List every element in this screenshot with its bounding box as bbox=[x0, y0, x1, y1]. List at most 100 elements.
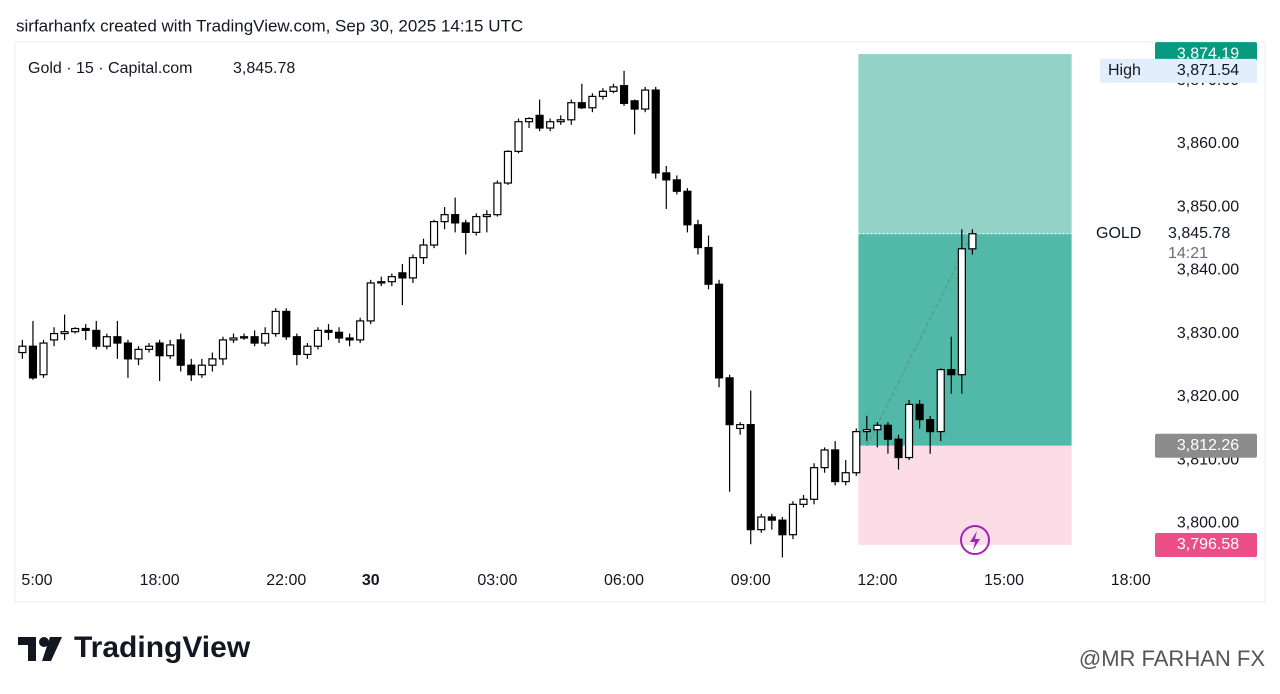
candle-body bbox=[788, 503, 798, 536]
brand: TradingView bbox=[74, 631, 251, 664]
x-tick-label: 12:00 bbox=[857, 572, 897, 589]
tag-label: 3,796.58 bbox=[1177, 536, 1239, 553]
target-zone bbox=[858, 54, 1072, 234]
candle-body bbox=[767, 516, 776, 521]
x-tick-label: 03:00 bbox=[477, 572, 517, 589]
candle-body bbox=[968, 233, 977, 250]
candle-body bbox=[894, 438, 903, 459]
candle-body bbox=[155, 342, 164, 357]
alert-bolt bbox=[970, 531, 980, 550]
candle-body bbox=[746, 424, 755, 531]
candle-body bbox=[71, 327, 80, 333]
candle-body bbox=[429, 221, 439, 246]
candle-body bbox=[144, 345, 154, 350]
candle-body bbox=[514, 121, 523, 153]
price-tag bbox=[1155, 532, 1257, 557]
candle-body bbox=[461, 222, 470, 233]
candle-body bbox=[630, 100, 639, 110]
y-tick-label: 3,820.00 bbox=[1177, 388, 1239, 405]
candle-body bbox=[250, 336, 259, 344]
candle-body bbox=[567, 102, 576, 121]
tag-caption: GOLD bbox=[1096, 225, 1141, 242]
candle-body bbox=[166, 344, 175, 357]
candle-body bbox=[419, 244, 428, 259]
candle-body bbox=[852, 431, 861, 474]
alert-icon bbox=[960, 525, 990, 555]
candle-body bbox=[725, 377, 734, 426]
candle-body bbox=[239, 336, 249, 339]
candle-body bbox=[915, 403, 924, 421]
candle-body bbox=[324, 329, 333, 333]
tag-label: 3,874.19 bbox=[1177, 45, 1239, 62]
watermark: @MR FARHAN FX bbox=[1079, 646, 1265, 671]
candle-body bbox=[493, 182, 502, 216]
candle-body bbox=[936, 369, 945, 433]
candle-body bbox=[356, 320, 365, 341]
candle-body bbox=[113, 336, 122, 344]
candle-body bbox=[831, 449, 840, 483]
credit: sirfarhanfx created with TradingView.com… bbox=[16, 16, 523, 35]
candle-body bbox=[334, 331, 344, 339]
price-tag bbox=[1157, 221, 1257, 260]
candle-body bbox=[820, 449, 829, 469]
candle-body bbox=[577, 102, 586, 109]
candle-body bbox=[366, 282, 375, 322]
x-tick-label: 30 bbox=[362, 572, 380, 589]
candle-body bbox=[176, 339, 185, 366]
x-tick-label: 22:00 bbox=[266, 572, 306, 589]
candle-body bbox=[503, 150, 513, 184]
candle-body bbox=[18, 345, 27, 354]
candle-body bbox=[799, 498, 808, 505]
price-tag bbox=[1100, 58, 1257, 83]
candle-body bbox=[651, 89, 660, 174]
candle-body bbox=[609, 86, 618, 92]
candle-body bbox=[926, 418, 935, 433]
candle-body bbox=[60, 331, 69, 335]
y-tick-label: 3,860.00 bbox=[1177, 135, 1239, 152]
candle-body bbox=[377, 281, 386, 284]
candle-body bbox=[39, 342, 48, 376]
candle-body bbox=[398, 272, 407, 279]
price-tag bbox=[1155, 433, 1257, 458]
candle-body bbox=[546, 121, 555, 129]
candle-body bbox=[102, 336, 111, 347]
x-tick-label: 09:00 bbox=[731, 572, 771, 589]
candle-body bbox=[387, 276, 396, 283]
candle-body bbox=[662, 172, 671, 181]
candle-body bbox=[187, 364, 196, 376]
candle-body bbox=[81, 327, 90, 332]
y-tick-label: 3,850.00 bbox=[1177, 198, 1239, 215]
x-tick-label: 15:00 bbox=[984, 572, 1024, 589]
x-tick-label: 18:00 bbox=[1111, 572, 1151, 589]
candle-body bbox=[229, 337, 238, 341]
candle-body bbox=[303, 345, 312, 356]
candle-body bbox=[672, 179, 681, 192]
candle-body bbox=[957, 248, 966, 376]
candle-body bbox=[524, 117, 534, 123]
candle-body bbox=[947, 369, 956, 376]
x-tick-label: 5:00 bbox=[21, 572, 52, 589]
y-tick-label: 3,840.00 bbox=[1177, 262, 1239, 279]
candle-body bbox=[49, 332, 59, 341]
candle-body bbox=[873, 424, 882, 431]
candle-body bbox=[472, 215, 481, 233]
candle-body bbox=[841, 472, 850, 483]
candle-body bbox=[862, 429, 871, 433]
candle-body bbox=[440, 214, 449, 223]
y-tick-label: 3,830.00 bbox=[1177, 325, 1239, 342]
candle-body bbox=[556, 119, 565, 123]
tag-label: 3,812.26 bbox=[1177, 437, 1239, 454]
candle-body bbox=[482, 214, 491, 218]
candle-body bbox=[778, 519, 787, 536]
candle-body bbox=[904, 403, 914, 459]
candle-body bbox=[736, 424, 745, 430]
candle-body bbox=[693, 224, 703, 249]
candle-body bbox=[292, 336, 301, 356]
countdown: 14:21 bbox=[1168, 245, 1208, 262]
logo bbox=[18, 637, 62, 661]
candle-body bbox=[261, 332, 270, 344]
candle-body bbox=[535, 114, 544, 129]
candle-body bbox=[451, 214, 460, 224]
chart-frame bbox=[14, 41, 1266, 603]
